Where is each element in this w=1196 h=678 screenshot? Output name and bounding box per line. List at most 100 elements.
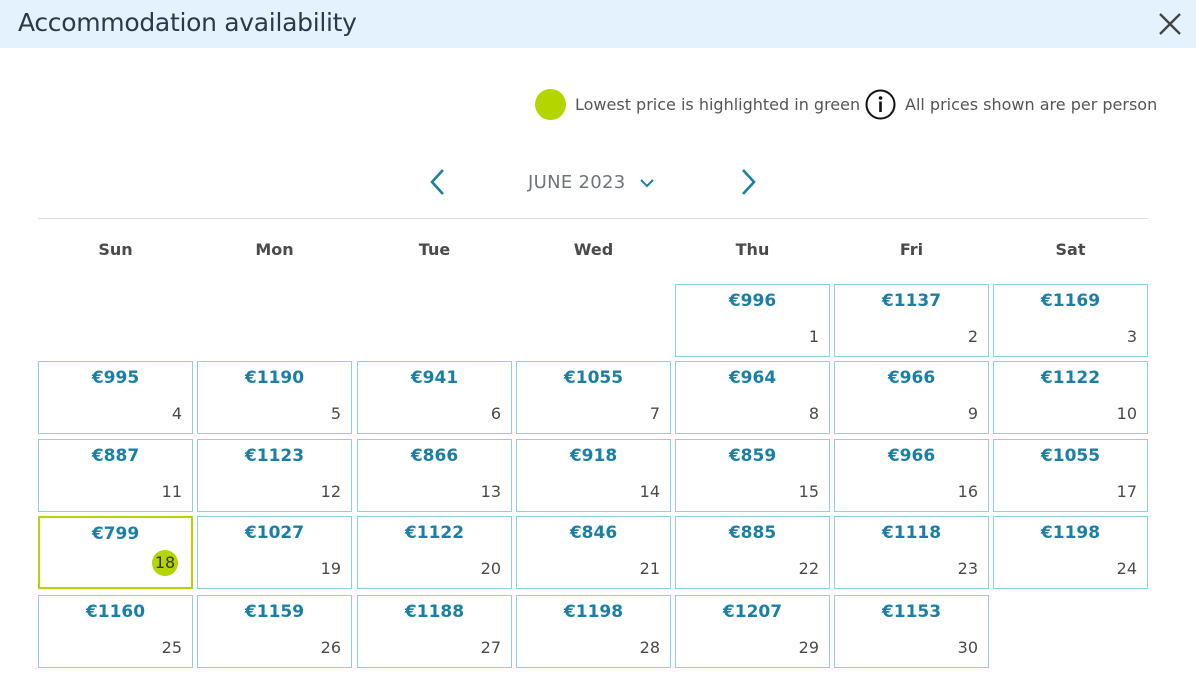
- day-number: 24: [1116, 559, 1137, 578]
- day-cell[interactable]: €1188 27: [357, 595, 512, 668]
- month-selector[interactable]: JUNE 2023: [528, 172, 654, 193]
- day-number: 2: [967, 327, 978, 346]
- green-dot-icon: [535, 88, 566, 120]
- day-cell[interactable]: €1190 5: [197, 361, 352, 434]
- day-price: €1198: [563, 602, 624, 622]
- legend-lowest-label: Lowest price is highlighted in green: [575, 94, 861, 114]
- day-cell[interactable]: €885 22: [675, 516, 830, 589]
- day-price: €996: [728, 291, 777, 311]
- day-number: 13: [480, 482, 501, 501]
- day-cell[interactable]: €887 11: [38, 439, 193, 512]
- day-cell[interactable]: €799 18: [38, 516, 193, 589]
- day-price: €1188: [404, 602, 465, 622]
- day-price: €1122: [1040, 368, 1101, 388]
- day-cell[interactable]: €1198 24: [993, 516, 1148, 589]
- day-cell[interactable]: €966 16: [834, 439, 989, 512]
- day-number: 6: [490, 404, 501, 423]
- day-cell[interactable]: €1122 10: [993, 361, 1148, 434]
- day-cell[interactable]: €1169 3: [993, 284, 1148, 357]
- day-cell[interactable]: €964 8: [675, 361, 830, 434]
- day-price: €1027: [244, 523, 305, 543]
- day-cell[interactable]: €996 1: [675, 284, 830, 357]
- day-number: 22: [798, 559, 819, 578]
- day-price: €846: [569, 523, 618, 543]
- legend-per-person-label: All prices shown are per person: [905, 94, 1158, 114]
- day-cell[interactable]: €966 9: [834, 361, 989, 434]
- day-price: €966: [887, 368, 936, 388]
- info-icon: [865, 89, 896, 119]
- day-cell[interactable]: €846 21: [516, 516, 671, 589]
- day-cell[interactable]: €1027 19: [197, 516, 352, 589]
- legend-per-person: All prices shown are per person: [865, 88, 1157, 120]
- day-price: €1198: [1040, 523, 1101, 543]
- weekday-header: Sun: [98, 240, 133, 259]
- previous-month-chevron-icon[interactable]: [426, 167, 450, 197]
- day-number: 29: [798, 638, 819, 657]
- day-price: €1122: [404, 523, 465, 543]
- weekday-header: Tue: [418, 240, 451, 259]
- day-cell[interactable]: €941 6: [357, 361, 512, 434]
- day-cell[interactable]: €866 13: [357, 439, 512, 512]
- day-price: €964: [728, 368, 777, 388]
- day-price: €885: [728, 523, 777, 543]
- day-cell[interactable]: €1118 23: [834, 516, 989, 589]
- day-cell[interactable]: €1122 20: [357, 516, 512, 589]
- day-number: 17: [1116, 482, 1137, 501]
- day-price: €799: [91, 524, 140, 544]
- weekday-header: Mon: [255, 240, 294, 259]
- dialog-header: Accommodation availability: [0, 0, 1196, 48]
- day-price: €1207: [722, 602, 783, 622]
- day-number: 8: [808, 404, 819, 423]
- day-cell[interactable]: €1153 30: [834, 595, 989, 668]
- day-cell[interactable]: €918 14: [516, 439, 671, 512]
- day-number: 20: [480, 559, 501, 578]
- day-number: 26: [320, 638, 341, 657]
- legend-lowest: Lowest price is highlighted in green: [535, 88, 860, 120]
- day-price: €1118: [881, 523, 942, 543]
- day-cell[interactable]: €1207 29: [675, 595, 830, 668]
- day-price: €1190: [244, 368, 305, 388]
- day-price: €995: [91, 368, 140, 388]
- close-icon[interactable]: [1156, 10, 1184, 38]
- day-cell[interactable]: €1123 12: [197, 439, 352, 512]
- day-price: €1153: [881, 602, 942, 622]
- day-number: 4: [171, 404, 182, 423]
- day-cell[interactable]: €995 4: [38, 361, 193, 434]
- day-number: 10: [1116, 404, 1137, 423]
- day-number: 1: [808, 327, 819, 346]
- day-number: 12: [320, 482, 341, 501]
- dialog-title: Accommodation availability: [18, 8, 357, 37]
- day-cell[interactable]: €1055 7: [516, 361, 671, 434]
- day-price: €1159: [244, 602, 305, 622]
- day-cell[interactable]: €859 15: [675, 439, 830, 512]
- day-number: 15: [798, 482, 819, 501]
- day-price: €918: [569, 446, 618, 466]
- day-price: €966: [887, 446, 936, 466]
- weekday-header: Thu: [735, 240, 770, 259]
- weekday-header: Wed: [573, 240, 614, 259]
- chevron-down-icon: [639, 178, 654, 187]
- day-number: 23: [957, 559, 978, 578]
- day-price: €1123: [244, 446, 305, 466]
- day-number: 11: [161, 482, 182, 501]
- day-number: 5: [330, 404, 341, 423]
- day-cell[interactable]: €1137 2: [834, 284, 989, 357]
- day-cell[interactable]: €1160 25: [38, 595, 193, 668]
- day-cell[interactable]: €1159 26: [197, 595, 352, 668]
- day-cell[interactable]: €1055 17: [993, 439, 1148, 512]
- day-price: €1055: [1040, 446, 1101, 466]
- month-label: JUNE 2023: [528, 172, 626, 193]
- day-number: 27: [480, 638, 501, 657]
- day-number: 19: [320, 559, 341, 578]
- day-price: €1169: [1040, 291, 1101, 311]
- day-number: 28: [639, 638, 660, 657]
- day-price: €941: [410, 368, 459, 388]
- day-number: 25: [161, 638, 182, 657]
- day-cell[interactable]: €1198 28: [516, 595, 671, 668]
- day-number: 30: [957, 638, 978, 657]
- day-number: 18: [152, 550, 178, 576]
- next-month-chevron-icon[interactable]: [736, 167, 760, 197]
- day-number: 9: [967, 404, 978, 423]
- weekday-header: Fri: [899, 240, 924, 259]
- day-number: 16: [957, 482, 978, 501]
